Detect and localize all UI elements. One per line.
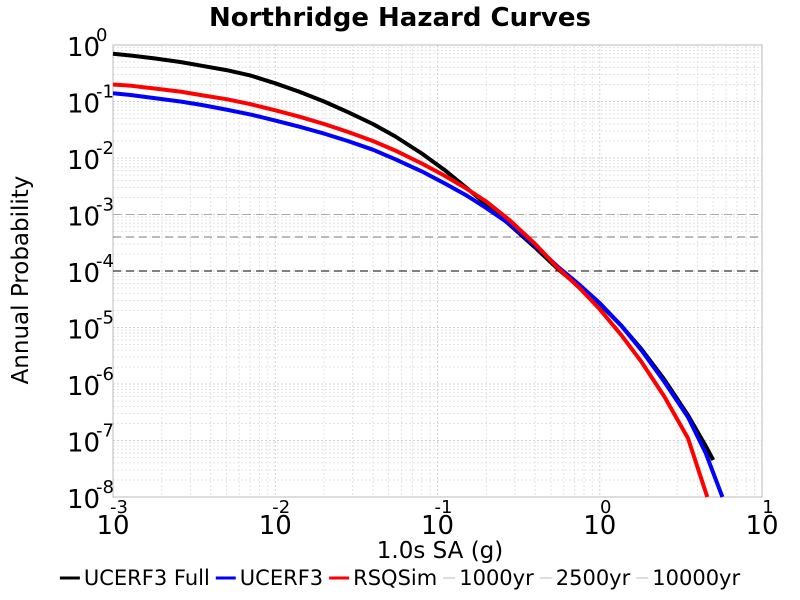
- svg-text:0: 0: [600, 497, 611, 518]
- legend-item-ucerf3-full: UCERF3 Full: [59, 566, 210, 590]
- svg-text:10: 10: [67, 146, 100, 176]
- legend-label: 10000yr: [652, 566, 740, 590]
- reference-lines: [113, 214, 762, 272]
- y-tick-label: 10-7: [67, 421, 114, 459]
- svg-text:-8: -8: [96, 477, 114, 498]
- y-axis-label: Annual Probability: [8, 176, 34, 385]
- svg-text:-2: -2: [272, 497, 290, 518]
- legend-label: 1000yr: [459, 566, 534, 590]
- svg-text:-1: -1: [435, 497, 453, 518]
- legend-item-rsqsim: RSQSim: [329, 566, 437, 590]
- y-tick-label: 10-5: [67, 308, 114, 346]
- series-line-ucerf3-full: [112, 51, 715, 462]
- svg-text:10: 10: [67, 203, 100, 233]
- svg-text:10: 10: [67, 485, 100, 515]
- svg-text:10: 10: [67, 372, 100, 402]
- svg-text:1: 1: [762, 497, 773, 518]
- legend-label: UCERF3: [240, 566, 323, 590]
- svg-text:-6: -6: [96, 364, 114, 385]
- legend-item-ucerf3: UCERF3: [215, 566, 323, 590]
- y-tick-label: 10-6: [67, 364, 114, 402]
- y-tick-label: 100: [67, 25, 107, 63]
- svg-text:-1: -1: [96, 82, 114, 103]
- x-tick-label: 10-1: [421, 497, 454, 541]
- svg-text:10: 10: [96, 511, 129, 541]
- svg-text:10: 10: [67, 316, 100, 346]
- x-axis-label: 1.0s SA (g): [377, 538, 504, 564]
- svg-text:10: 10: [745, 511, 778, 541]
- svg-text:-3: -3: [110, 497, 128, 518]
- x-tick-label: 100: [583, 497, 616, 541]
- svg-text:-2: -2: [96, 138, 114, 159]
- svg-text:10: 10: [259, 511, 292, 541]
- svg-text:-7: -7: [96, 421, 114, 442]
- series-lines: [112, 51, 725, 498]
- svg-text:10: 10: [67, 259, 100, 289]
- x-tick-label: 101: [745, 497, 778, 541]
- svg-text:10: 10: [67, 90, 100, 120]
- legend-item-2500yr: 2500yr: [539, 566, 631, 590]
- svg-text:10: 10: [583, 511, 616, 541]
- svg-text:10: 10: [67, 429, 100, 459]
- svg-text:-5: -5: [96, 308, 114, 329]
- legend-item-10000yr: 10000yr: [636, 566, 740, 590]
- x-tick-label: 10-2: [259, 497, 292, 541]
- x-tick-label: 10-3: [96, 497, 129, 541]
- svg-text:10: 10: [67, 33, 100, 63]
- y-tick-label: 10-8: [67, 477, 114, 515]
- legend-label: UCERF3 Full: [84, 566, 210, 590]
- y-tick-label: 10-3: [67, 195, 114, 233]
- chart-title: Northridge Hazard Curves: [209, 3, 591, 33]
- svg-text:10: 10: [421, 511, 454, 541]
- y-tick-label: 10-1: [67, 82, 114, 120]
- svg-text:-3: -3: [96, 195, 114, 216]
- y-tick-label: 10-2: [67, 138, 114, 176]
- series-line-ucerf3: [112, 91, 725, 498]
- legend-item-1000yr: 1000yr: [443, 566, 534, 590]
- legend-label: RSQSim: [353, 566, 437, 590]
- svg-text:0: 0: [96, 25, 107, 46]
- legend-label: 2500yr: [556, 566, 631, 590]
- y-tick-label: 10-4: [67, 251, 114, 289]
- legend: UCERF3 Full UCERF3 RSQSim 1000yr 2500yr 10000…: [59, 566, 740, 590]
- series-line-rsqsim: [112, 82, 710, 498]
- svg-text:-4: -4: [96, 251, 114, 272]
